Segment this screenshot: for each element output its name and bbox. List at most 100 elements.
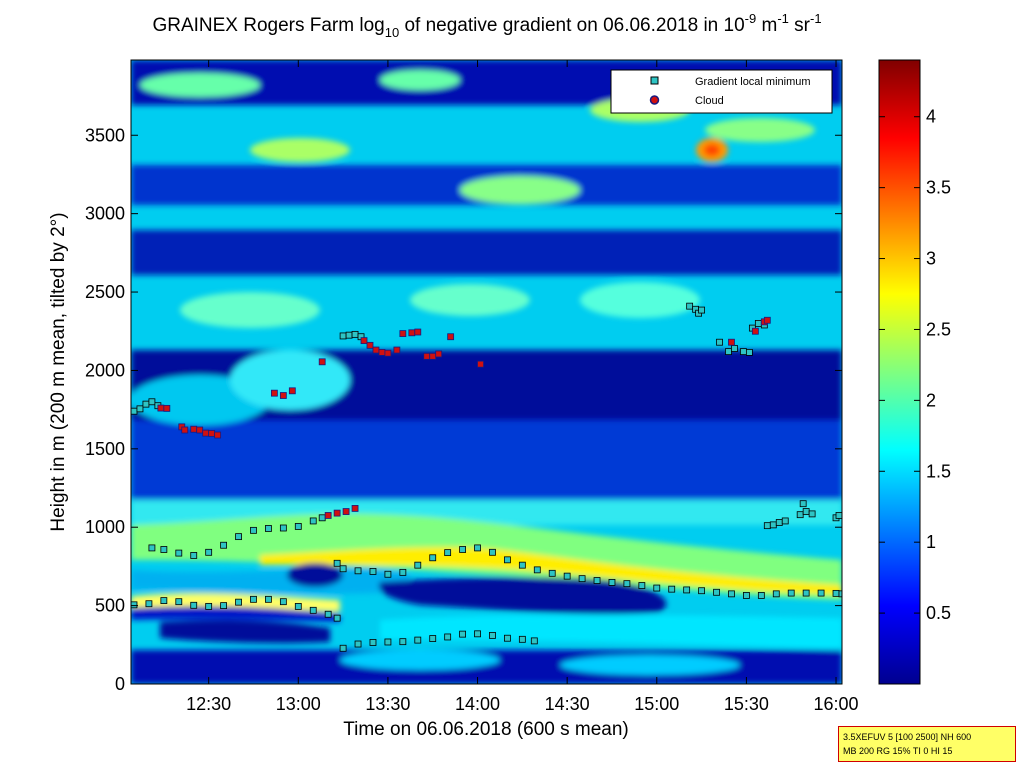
legend-gradient-marker — [650, 76, 659, 85]
gradient-minimum-marker — [318, 514, 326, 522]
cloud-marker — [751, 327, 759, 335]
gradient-minimum-marker — [754, 319, 762, 327]
y-tick-label: 3000 — [85, 204, 125, 224]
gradient-minimum-marker — [429, 635, 437, 642]
cloud-marker — [342, 508, 350, 515]
heatmap — [131, 60, 842, 684]
gradient-minimum-marker — [459, 630, 467, 638]
gradient-minimum-marker — [608, 579, 616, 586]
cloud-marker — [181, 426, 189, 434]
gradient-minimum-marker — [351, 330, 359, 338]
y-axis-label: Height in m (200 m mean, tilted by 2°) — [48, 212, 69, 531]
gradient-minimum-marker — [160, 546, 168, 553]
x-tick-label: 16:00 — [814, 694, 859, 714]
x-tick-label: 15:00 — [634, 694, 679, 714]
y-tick-label: 3500 — [85, 125, 125, 145]
gradient-minimum-marker — [235, 598, 242, 606]
parameter-line-1: 3.5XEFUV 5 [100 2500] NH 600 — [843, 732, 972, 742]
gradient-minimum-marker — [131, 601, 138, 609]
y-tick-label: 2500 — [85, 282, 125, 302]
colorbar-gradient — [878, 59, 921, 685]
gradient-minimum-marker — [593, 577, 601, 584]
cloud-marker — [270, 389, 278, 397]
gradient-minimum-marker — [309, 517, 317, 525]
gradient-minimum-marker — [354, 567, 362, 575]
cloud-marker — [163, 404, 171, 412]
colorbar-tick-label: 3 — [926, 249, 936, 269]
cloud-marker — [408, 329, 416, 337]
x-axis-ticks: 12:30 13:00 13:30 14:00 14:30 15:00 15:30 16:00 — [186, 60, 859, 714]
gradient-minimum-marker — [220, 541, 228, 549]
y-tick-label: 1000 — [85, 517, 125, 537]
cloud-marker — [214, 431, 222, 439]
gradient-minimum-marker — [518, 561, 526, 569]
gradient-minimum-marker — [265, 595, 272, 603]
cloud-marker — [202, 429, 210, 437]
gradient-minimum-marker — [333, 559, 341, 567]
parameter-box: 3.5XEFUV 5 [100 2500] NH 600 MB 200 RG 1… — [838, 726, 1016, 762]
gradient-minimum-marker — [817, 589, 825, 597]
gradient-minimum-marker — [279, 524, 287, 532]
gradient-minimum-marker — [190, 552, 198, 559]
x-axis-label: Time on 06.06.2018 (600 s mean) — [343, 719, 629, 740]
gradient-minimum-marker — [414, 636, 422, 644]
gradient-minimum-marker — [698, 306, 705, 314]
gradient-minimum-marker — [444, 549, 452, 557]
gradient-minimum-marker — [429, 554, 437, 562]
gradient-minimum-marker — [835, 512, 842, 519]
gradient-minimum-marker — [796, 511, 804, 519]
gradient-minimum-marker — [333, 614, 341, 622]
gradient-minimum-marker — [489, 631, 496, 639]
gradient-minimum-marker — [131, 407, 138, 415]
gradient-minimum-marker — [533, 566, 541, 574]
colorbar-tick-label: 2.5 — [926, 319, 951, 339]
gradient-minimum-marker — [354, 640, 362, 648]
cloud-marker — [333, 509, 341, 517]
gradient-minimum-marker — [339, 565, 347, 573]
cloud-marker — [477, 360, 484, 368]
gradient-minimum-marker — [414, 561, 422, 569]
cloud-marker — [393, 346, 401, 354]
gradient-minimum-marker — [399, 638, 407, 646]
gradient-minimum-marker — [740, 348, 747, 356]
cloud-marker — [435, 350, 443, 358]
gradient-minimum-marker — [668, 585, 676, 593]
x-tick-label: 15:30 — [724, 694, 769, 714]
gradient-minimum-marker — [548, 569, 556, 577]
cloud-marker — [318, 358, 326, 366]
gradient-minimum-marker — [757, 592, 765, 599]
cloud-marker — [288, 387, 296, 395]
gradient-minimum-marker — [294, 523, 302, 530]
gradient-minimum-marker — [489, 548, 496, 556]
cloud-marker — [190, 425, 198, 433]
cloud-marker — [208, 430, 216, 437]
gradient-minimum-marker — [716, 338, 723, 346]
gradient-minimum-marker — [279, 598, 287, 606]
colorbar-tick-label: 1 — [926, 532, 936, 552]
gradient-minimum-marker — [205, 548, 213, 556]
gradient-minimum-marker — [772, 590, 780, 598]
gradient-minimum-marker — [504, 556, 511, 564]
gradient-minimum-marker — [369, 568, 377, 575]
gradient-minimum-marker — [175, 598, 183, 606]
gradient-minimum-marker — [832, 589, 840, 597]
x-tick-label: 14:00 — [455, 694, 500, 714]
gradient-minimum-marker — [518, 635, 526, 643]
gradient-minimum-marker — [638, 582, 646, 589]
gradient-minimum-marker — [294, 602, 302, 610]
colorbar-tick-label: 2 — [926, 390, 936, 410]
gradient-minimum-marker — [148, 544, 156, 552]
gradient-minimum-marker — [799, 500, 807, 508]
cloud-marker — [384, 349, 392, 357]
gradient-minimum-marker — [399, 568, 407, 576]
y-axis-ticks: 0 500 1000 1500 2000 2500 3000 3500 — [85, 125, 842, 694]
gradient-minimum-marker — [145, 600, 153, 608]
gradient-minimum-marker — [148, 398, 156, 406]
gradient-minimum-marker — [324, 610, 332, 618]
gradient-minimum-marker — [686, 302, 694, 310]
gradient-minimum-marker — [160, 597, 168, 604]
legend-cloud-marker — [649, 95, 660, 105]
gradient-minimum-marker — [781, 517, 789, 525]
gradient-minimum-marker — [235, 533, 242, 541]
gradient-minimum-marker — [530, 637, 538, 645]
